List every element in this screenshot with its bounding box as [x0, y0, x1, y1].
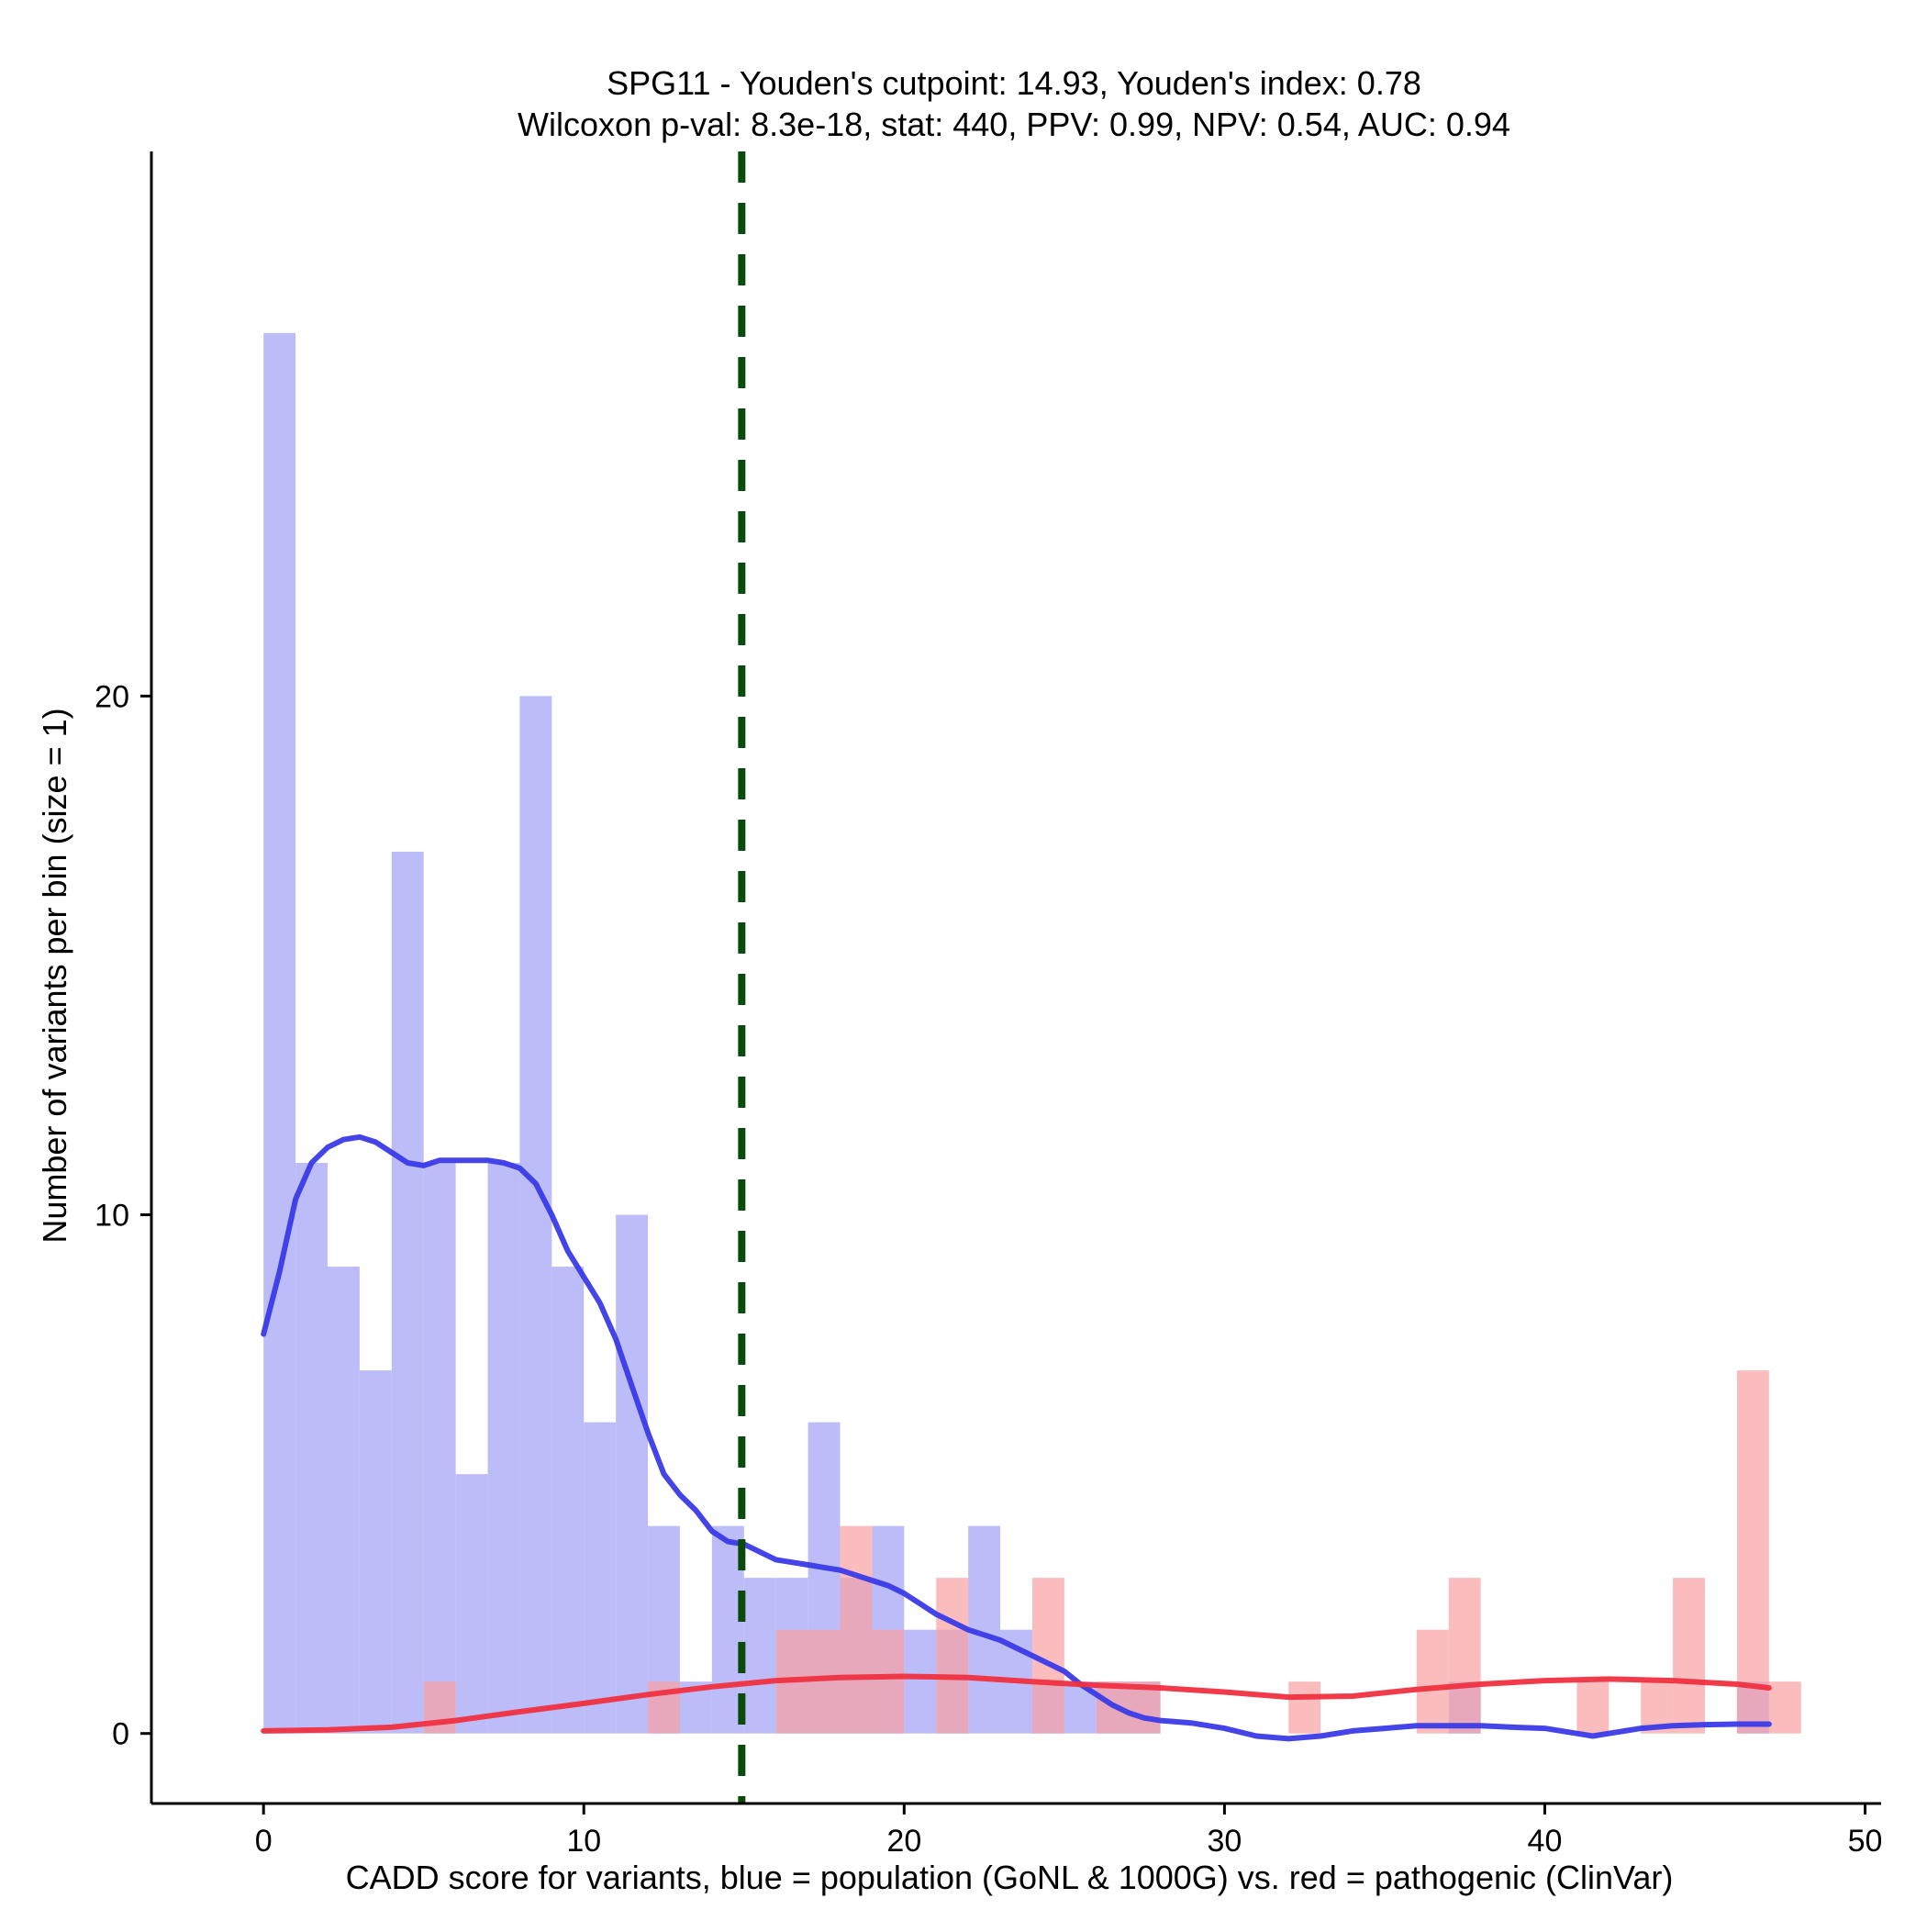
population-bar-6: [455, 1474, 488, 1734]
pathogenic-bar-47: [1768, 1681, 1801, 1734]
pathogenic-bar-36: [1416, 1629, 1449, 1734]
x-tick-label-50: 50: [1848, 1824, 1883, 1859]
pathogenic-bar-19: [872, 1629, 905, 1734]
population-bar-9: [551, 1267, 585, 1734]
pathogenic-density-line: [261, 1673, 1772, 1734]
y-tick-label-20: 20: [95, 679, 129, 714]
pathogenic-bar-44: [1673, 1578, 1706, 1734]
population-bar-5: [423, 1163, 456, 1734]
population-bar-3: [359, 1370, 392, 1734]
population-density-line: [261, 1134, 1772, 1742]
population-bar-15: [743, 1578, 776, 1734]
pathogenic-bar-46: [1736, 1370, 1769, 1734]
x-tick-label-40: 40: [1528, 1824, 1563, 1859]
population-bar-20: [904, 1629, 937, 1734]
x-axis-label: CADD score for variants, blue = populati…: [346, 1859, 1674, 1896]
population-bar-11: [616, 1214, 649, 1734]
chart-title-line1: SPG11 - Youden's cutpoint: 14.93, Youden…: [607, 64, 1421, 102]
pathogenic-bar-41: [1576, 1681, 1610, 1734]
axes: 0 10 20 30 40 50 0 10 20: [95, 151, 1882, 1859]
pathogenic-bar-17: [808, 1629, 841, 1734]
x-tick-label-10: 10: [566, 1824, 601, 1859]
population-bar-7: [487, 1163, 520, 1734]
y-tick-label-10: 10: [95, 1199, 129, 1234]
x-tick-label-30: 30: [1207, 1824, 1242, 1859]
population-bar-2: [327, 1267, 360, 1734]
population-bar-4: [391, 851, 424, 1734]
pathogenic-bar-32: [1288, 1681, 1321, 1734]
y-tick-label-0: 0: [112, 1717, 129, 1752]
pathogenic-bar-21: [936, 1578, 969, 1734]
density-lines: [261, 151, 1772, 1804]
chart-title-line2: Wilcoxon p-val: 8.3e-18, stat: 440, PPV:…: [518, 106, 1510, 143]
population-bar-0: [263, 332, 296, 1734]
x-tick-label-0: 0: [255, 1824, 273, 1859]
x-tick-label-20: 20: [886, 1824, 921, 1859]
population-bar-1: [295, 1163, 328, 1734]
pathogenic-bar-37: [1448, 1578, 1481, 1734]
pathogenic-bar-18: [840, 1525, 873, 1734]
population-bars: [263, 332, 1769, 1734]
population-bar-8: [519, 696, 552, 1734]
y-axis-label: Number of variants per bin (size = 1): [36, 708, 73, 1243]
population-bar-10: [584, 1422, 617, 1734]
